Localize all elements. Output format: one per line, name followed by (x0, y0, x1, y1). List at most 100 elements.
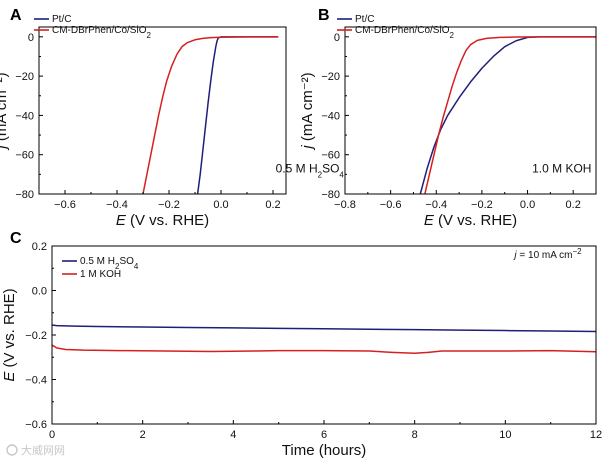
x-tick-label: −0.4 (106, 199, 128, 211)
panel-annotation: j = 10 mA cm−2 (512, 247, 582, 262)
x-tick-label: 12 (590, 429, 602, 441)
series-group (142, 36, 279, 194)
text-part: j (512, 250, 517, 261)
y-tick-label: −80 (15, 189, 34, 201)
text-part: SO (119, 256, 134, 267)
plot-frame (38, 26, 287, 195)
series-line-1 (142, 36, 279, 194)
y-tick-label: −80 (321, 189, 340, 201)
y-tick-label: −20 (15, 71, 34, 83)
text-part: SO (322, 161, 339, 175)
y-tick-label: −60 (15, 150, 34, 162)
text-part: 1 M KOH (80, 269, 121, 280)
y-axis-label-symbol: j (0, 145, 10, 151)
y-axis-label: j (mA cm⁻²) (0, 72, 10, 150)
x-tick-label: −0.2 (471, 199, 493, 211)
text-part: 2 (115, 262, 120, 271)
watermark-text: 大威网网 (21, 443, 65, 457)
y-tick-label: −0.2 (25, 330, 47, 342)
panel-annotation: 1.0 M KOH (532, 161, 591, 175)
panel-label: B (318, 7, 330, 24)
x-axis-label: E (V vs. RHE) (424, 212, 517, 229)
x-tick-label: 8 (412, 429, 418, 441)
x-tick-label: −0.6 (54, 199, 76, 211)
x-axis-label-text: (V vs. RHE) (434, 212, 517, 229)
plot-frame (51, 245, 597, 425)
text-part: Pt/C (52, 14, 71, 25)
panel-b: B −0.8 −0.6 −0.4 −0.2 0.0 0.2 0 −20 −40 −60 −80 E (V… (299, 7, 597, 229)
series-line-0 (196, 36, 279, 194)
legend-label-0: 0.5 M H2SO4 (80, 256, 139, 271)
text-part: 4 (339, 170, 344, 179)
series-group (419, 36, 596, 194)
y-tick-label: −20 (321, 71, 340, 83)
panel-c: C 0 2 4 6 8 10 12 0.2 0.0 −0.2 −0.4 −0.6 Time (hours)… (1, 230, 602, 459)
x-axis-label-text: (V vs. RHE) (126, 212, 209, 229)
legend-label-0: Pt/C (52, 14, 71, 25)
x-tick-label: 0.0 (213, 199, 228, 211)
x-axis-label-text: Time (hours) (282, 442, 366, 459)
legend-label-1: 1 M KOH (80, 269, 121, 280)
text-part: CM-DBrPhen/Co/SiO (355, 25, 450, 36)
legend-label-1: CM-DBrPhen/Co/SiO2 (52, 25, 151, 40)
y-axis-label-text: (mA cm⁻²) (299, 72, 316, 145)
x-tick-label: −0.2 (158, 199, 180, 211)
panel-label: A (10, 7, 22, 24)
watermark: 大威网网 (6, 443, 65, 457)
text-part: 2 (146, 31, 151, 40)
y-axis-label: j (mA cm⁻²) (299, 72, 316, 150)
plot-frame (344, 26, 597, 195)
text-part: 4 (134, 262, 139, 271)
x-tick-label: 0.2 (265, 199, 280, 211)
legend-label-0: Pt/C (355, 14, 374, 25)
y-tick-label: −0.6 (25, 419, 47, 431)
text-part: Pt/C (355, 14, 374, 25)
series-line-0 (419, 36, 596, 194)
text-part: 2 (449, 31, 454, 40)
x-tick-label: −0.4 (425, 199, 447, 211)
x-tick-label: 0 (49, 429, 55, 441)
series-line-1 (52, 344, 596, 354)
panel-annotation: 0.5 M H2SO4 (276, 161, 345, 179)
panel-label: C (10, 230, 22, 247)
y-tick-label: −40 (321, 110, 340, 122)
y-tick-label: −60 (321, 150, 340, 162)
y-axis-label-text: (mA cm⁻²) (0, 72, 10, 145)
series-line-1 (424, 36, 596, 194)
x-tick-label: 6 (321, 429, 327, 441)
y-axis-label-symbol: j (299, 145, 316, 151)
y-tick-label: −0.4 (25, 375, 47, 387)
text-part: CM-DBrPhen/Co/SiO (52, 25, 147, 36)
x-tick-label: 10 (499, 429, 511, 441)
text-part: 0.5 M H (80, 256, 115, 267)
x-axis-label-symbol: E (116, 212, 127, 229)
y-tick-label: 0 (28, 32, 34, 44)
text-part: −2 (572, 247, 582, 256)
y-tick-label: 0 (334, 32, 340, 44)
watermark-icon (6, 444, 18, 456)
y-axis-label-text: (V vs. RHE) (1, 288, 18, 371)
x-axis-label-symbol: E (424, 212, 435, 229)
y-axis-label: E (V vs. RHE) (1, 288, 18, 381)
text-part: 1.0 M KOH (532, 161, 591, 175)
x-tick-label: 0.0 (520, 199, 535, 211)
x-tick-label: −0.8 (334, 199, 356, 211)
text-part: = 10 mA cm (517, 250, 573, 261)
text-part: 0.5 M H (276, 161, 318, 175)
text-part: 2 (318, 170, 323, 179)
y-tick-label: 0.0 (32, 286, 47, 298)
series-group (52, 324, 596, 354)
x-tick-label: 4 (230, 429, 236, 441)
y-axis-label-symbol: E (1, 371, 18, 382)
x-tick-label: −0.6 (380, 199, 402, 211)
y-tick-label: −40 (15, 110, 34, 122)
legend-label-1: CM-DBrPhen/Co/SiO2 (355, 25, 454, 40)
panel-a: A −0.6 −0.4 −0.2 0.0 0.2 0 −20 −40 −60 −80 E (V vs.… (0, 7, 344, 229)
y-tick-label: 0.2 (32, 241, 47, 253)
x-axis-label: E (V vs. RHE) (116, 212, 209, 229)
x-axis-label: Time (hours) (282, 442, 366, 459)
series-line-0 (52, 324, 596, 333)
x-tick-label: 0.2 (566, 199, 581, 211)
x-tick-label: 2 (140, 429, 146, 441)
